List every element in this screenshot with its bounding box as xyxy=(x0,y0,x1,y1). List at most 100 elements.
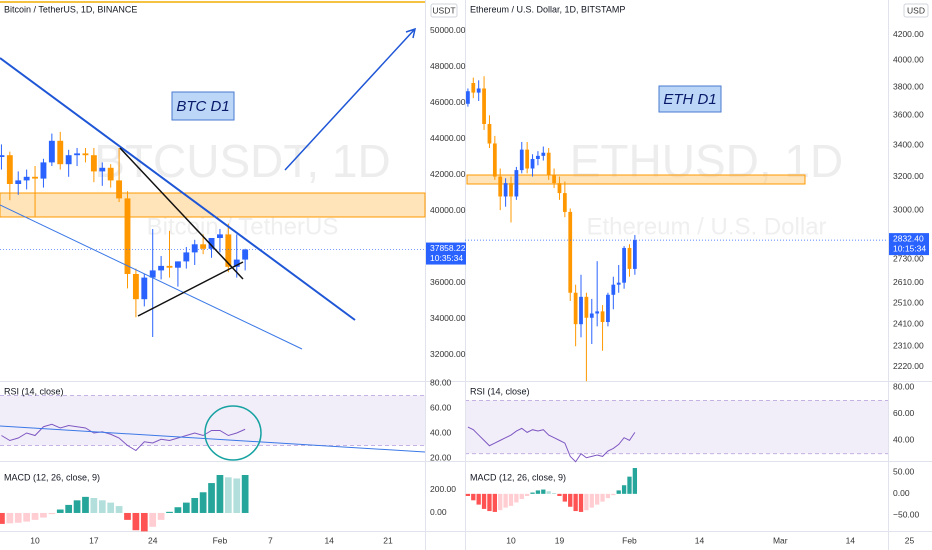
macd-bar xyxy=(524,493,530,496)
x-tick-label: 7 xyxy=(268,535,273,545)
macd-bar xyxy=(627,476,632,494)
candle-body xyxy=(82,153,89,156)
candle-body xyxy=(487,124,492,144)
candle-body xyxy=(174,261,181,268)
candle-body xyxy=(616,282,621,285)
macd-tick-label: 0.00 xyxy=(893,488,910,498)
rsi-line xyxy=(467,426,636,463)
x-tick-label: 14 xyxy=(324,535,334,545)
candle-body xyxy=(530,158,535,169)
resistance-zone xyxy=(0,192,426,218)
x-tick-label: 21 xyxy=(383,535,393,545)
macd-bar xyxy=(6,512,14,524)
y-tick-label: 32000.00 xyxy=(430,349,466,359)
annotation: BTC D1 xyxy=(176,98,229,115)
candle-body xyxy=(200,244,207,249)
macd-bar xyxy=(487,493,492,512)
candle-body xyxy=(632,240,637,269)
y-tick-label: 2510.00 xyxy=(893,297,924,307)
x-tick-label: 25 xyxy=(905,535,915,545)
macd-bar xyxy=(182,502,190,513)
macd-bar xyxy=(508,493,514,506)
candle-body xyxy=(466,91,470,104)
x-tick-label: 10 xyxy=(30,535,40,545)
macd-bar xyxy=(107,502,115,513)
macd-bar xyxy=(519,493,524,500)
watermark: BTCUSDT, 1D xyxy=(94,135,390,187)
price-label-box xyxy=(426,242,466,265)
candle-body xyxy=(525,149,530,169)
y-tick-label: 3400.00 xyxy=(893,139,924,149)
candle-body xyxy=(589,313,594,318)
x-tick-label: 14 xyxy=(695,535,705,545)
macd-bar xyxy=(199,492,207,513)
macd-bar xyxy=(216,475,224,513)
y-tick-label: 34000.00 xyxy=(430,313,466,323)
candle-body xyxy=(552,174,556,184)
candle-body xyxy=(132,273,139,300)
macd-bar xyxy=(546,491,551,494)
macd-bar xyxy=(530,492,535,494)
candle-body xyxy=(15,180,22,184)
macd-bar xyxy=(98,500,106,513)
candle-body xyxy=(40,162,47,179)
drawings xyxy=(0,27,426,461)
y-tick-label: 48000.00 xyxy=(430,61,466,71)
x-tick-label: 10 xyxy=(506,535,516,545)
currency: USDT xyxy=(432,5,455,15)
candle-body xyxy=(557,183,562,194)
candle-body xyxy=(57,140,64,165)
candle-body xyxy=(99,167,106,172)
macd-bar xyxy=(23,512,31,522)
candle-body xyxy=(584,296,589,318)
indicator-title: RSI (14, close) xyxy=(4,386,64,396)
candle-body xyxy=(611,284,616,295)
macd-bar xyxy=(31,512,39,520)
macd-bar xyxy=(621,485,627,494)
macd-bar xyxy=(157,512,165,520)
rsi-band xyxy=(0,395,425,446)
arrow-head xyxy=(405,27,417,39)
rsi-tick-label: 60.00 xyxy=(893,408,915,418)
macd-tick-label: 200.00 xyxy=(430,484,456,494)
resistance-zone xyxy=(466,174,806,185)
macd-bar xyxy=(481,493,487,509)
indicator-title: MACD (12, 26, close, 9) xyxy=(470,472,566,482)
macd-bar xyxy=(224,477,232,513)
candle-body xyxy=(514,170,519,197)
rsi-tick-label: 20.00 xyxy=(430,452,452,462)
y-tick-label: 3600.00 xyxy=(893,109,924,119)
macd-bar xyxy=(611,493,616,496)
candle-body xyxy=(225,234,232,267)
macd-bar xyxy=(514,493,519,503)
rsi-tick-label: 40.00 xyxy=(893,435,915,445)
y-tick-label: 3000.00 xyxy=(893,204,924,214)
triangle-line xyxy=(119,147,244,280)
x-tick-label: 14 xyxy=(846,535,856,545)
rsi-tick-label: 60.00 xyxy=(430,402,452,412)
candle-body xyxy=(519,149,524,171)
macd-bar xyxy=(40,512,47,518)
trend-line xyxy=(0,204,303,350)
macd-bar xyxy=(476,493,481,505)
y-tick-label: 2730.00 xyxy=(893,254,924,264)
last-price-label: 37858.22 xyxy=(430,243,466,253)
macd-bar xyxy=(557,493,562,496)
candle-body xyxy=(141,277,148,300)
macd-bar xyxy=(208,483,215,513)
y-tick-label: 50000.00 xyxy=(430,25,466,35)
y-tick-label: 2610.00 xyxy=(893,277,924,287)
macd-bar xyxy=(562,493,568,502)
x-tick-label: Feb xyxy=(622,535,637,545)
macd-bar xyxy=(166,511,173,513)
candle-body xyxy=(568,211,573,293)
macd-bar xyxy=(56,509,64,513)
macd-bar xyxy=(568,493,573,507)
macd-bar xyxy=(241,475,249,513)
macd-bar xyxy=(503,493,508,508)
macd-bar xyxy=(584,493,589,511)
arrow-line xyxy=(284,29,415,171)
rsi-tick-label: 80.00 xyxy=(893,381,915,391)
macd-bar xyxy=(578,493,584,512)
